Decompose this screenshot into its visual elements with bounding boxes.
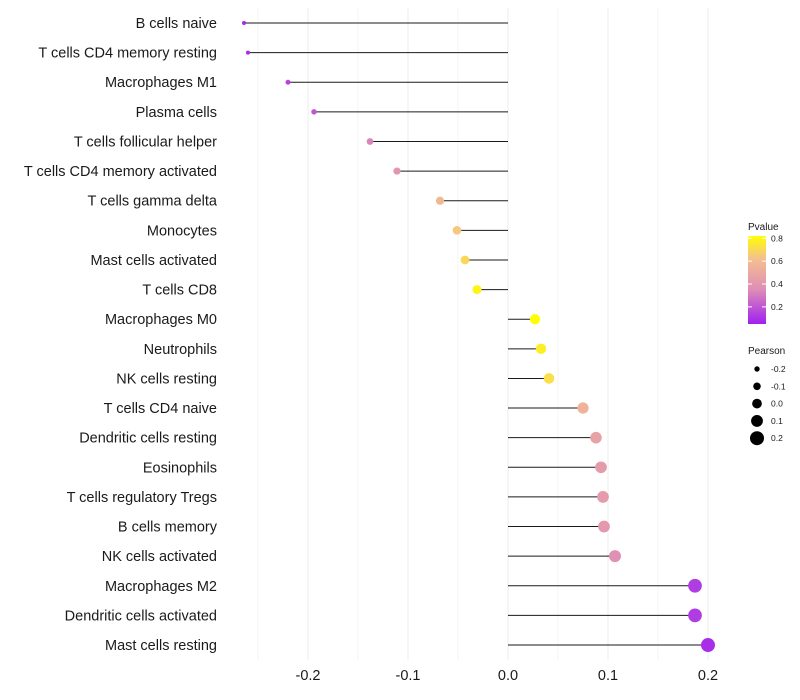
- category-label: T cells CD4 naive: [104, 401, 217, 417]
- category-label: T cells CD4 memory resting: [38, 46, 217, 62]
- lollipop-point: [701, 638, 715, 653]
- category-label: NK cells resting: [116, 371, 217, 387]
- pvalue-tick-label: 0.4: [771, 279, 783, 289]
- lollipop-point: [595, 461, 607, 474]
- lollipop-point: [472, 285, 482, 295]
- pearson-size-key: [750, 431, 764, 446]
- category-label: T cells regulatory Tregs: [67, 490, 217, 506]
- pvalue-legend: Pvalue 0.8 0.6 0.4 0.2: [748, 222, 783, 324]
- pearson-size-label: -0.1: [771, 381, 786, 391]
- category-label: Macrophages M2: [105, 579, 217, 595]
- lollipop-point: [543, 373, 555, 384]
- pvalue-tick-label: 0.2: [771, 302, 783, 312]
- pearson-size-key: [754, 366, 760, 372]
- pearson-size-label: -0.2: [771, 364, 786, 374]
- pearson-size-label: 0.1: [771, 416, 783, 426]
- category-label: Eosinophils: [143, 460, 217, 476]
- x-tick-label: 0.2: [698, 668, 718, 684]
- lollipop-point: [688, 608, 702, 623]
- pvalue-tick-label: 0.6: [771, 256, 783, 266]
- category-label: NK cells activated: [102, 549, 217, 565]
- lollipop-point: [366, 138, 374, 145]
- category-label: B cells naive: [136, 16, 217, 32]
- pearson-size-key: [751, 414, 763, 427]
- gridlines: [257, 8, 709, 660]
- lollipop-stems: [244, 22, 708, 646]
- pearson-size-key: [752, 398, 762, 409]
- pvalue-tick-label: 0.8: [771, 233, 783, 243]
- lollipop-point: [460, 255, 470, 265]
- lollipop-point: [435, 196, 445, 205]
- category-label: Plasma cells: [136, 105, 217, 121]
- lollipop-point: [535, 343, 547, 355]
- lollipop-point: [688, 578, 702, 593]
- pearson-size-label: 0.0: [771, 399, 783, 409]
- lollipop-point: [609, 550, 621, 563]
- lollipop-point: [242, 21, 246, 25]
- pearson-size-label: 0.2: [771, 433, 783, 443]
- category-label: T cells CD4 memory activated: [24, 164, 217, 180]
- category-label: Dendritic cells resting: [79, 431, 217, 447]
- pearson-size-key: [753, 382, 761, 391]
- category-label: Mast cells resting: [105, 638, 217, 654]
- lollipop-point: [311, 109, 317, 115]
- pvalue-legend-title: Pvalue: [748, 222, 779, 233]
- category-label: Neutrophils: [144, 342, 217, 358]
- lollipop-point: [529, 314, 541, 325]
- x-tick-label: 0.0: [498, 668, 518, 684]
- pearson-legend: Pearson -0.2 -0.1 0.0 0.1 0.2: [748, 346, 786, 446]
- category-label: Macrophages M1: [105, 75, 217, 91]
- category-label: Macrophages M0: [105, 312, 217, 328]
- category-label: T cells CD8: [142, 283, 217, 299]
- lollipop-points: [242, 21, 715, 653]
- category-label: T cells gamma delta: [88, 194, 218, 210]
- x-tick-label: 0.1: [598, 668, 618, 684]
- lollipop-point: [598, 520, 610, 533]
- lollipop-point: [452, 226, 462, 235]
- category-label: Dendritic cells activated: [65, 608, 217, 624]
- x-axis-ticks: -0.2 -0.1 0.0 0.1 0.2: [296, 668, 719, 684]
- lollipop-point: [285, 79, 291, 85]
- category-label: Mast cells activated: [90, 253, 217, 269]
- x-tick-label: -0.1: [396, 668, 421, 684]
- lollipop-point: [577, 402, 589, 414]
- category-label: T cells follicular helper: [74, 134, 217, 150]
- lollipop-point: [597, 491, 609, 503]
- category-label: B cells memory: [118, 520, 218, 536]
- category-labels: B cells naive T cells CD4 memory resting M…: [24, 16, 218, 654]
- pvalue-colorbar: [748, 236, 766, 324]
- category-label: Monocytes: [147, 223, 217, 239]
- lollipop-point: [245, 50, 251, 55]
- lollipop-point: [393, 167, 401, 175]
- lollipop-point: [590, 431, 602, 444]
- x-tick-label: -0.2: [296, 668, 321, 684]
- pearson-legend-title: Pearson: [748, 346, 785, 357]
